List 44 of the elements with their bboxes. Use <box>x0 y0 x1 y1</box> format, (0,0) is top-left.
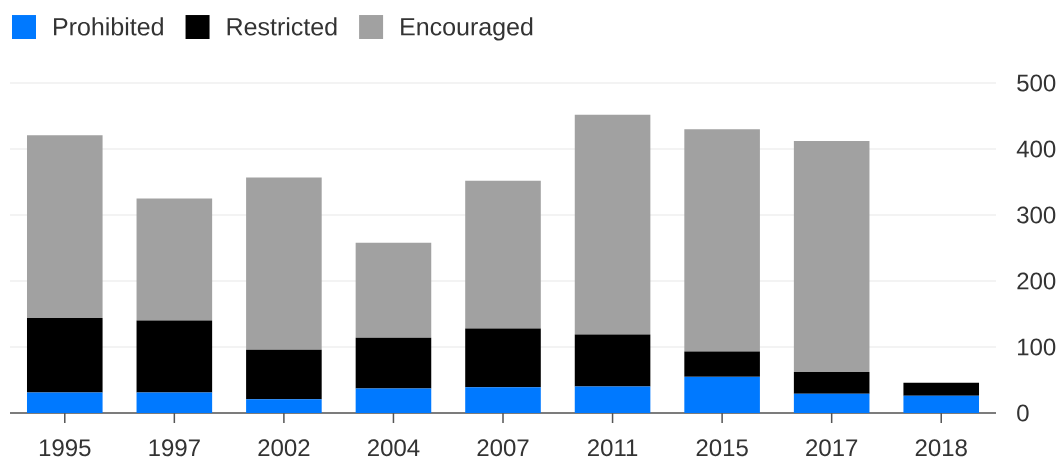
y-tick-label: 400 <box>1016 140 1056 158</box>
x-tick-label: 1997 <box>149 439 200 457</box>
x-tick-label: 2017 <box>806 439 858 457</box>
bar <box>26 392 103 413</box>
bar <box>574 334 651 387</box>
bar <box>903 395 980 413</box>
bar <box>246 349 322 400</box>
x-tick-label: 2011 <box>587 439 638 457</box>
y-tick-label: 100 <box>1018 338 1056 356</box>
bar <box>246 399 322 413</box>
bar <box>574 386 651 413</box>
bar <box>355 242 432 338</box>
bar <box>26 317 103 393</box>
y-tick-label: 500 <box>1017 74 1056 92</box>
legend-label: Encouraged <box>401 17 533 41</box>
x-tick-label: 2004 <box>367 439 420 457</box>
x-tick-label: 2007 <box>477 439 529 457</box>
bar <box>136 320 213 393</box>
bar <box>684 351 760 377</box>
x-tick-label: 2018 <box>915 439 967 457</box>
bar <box>136 198 213 321</box>
x-tick-label: 2002 <box>258 439 310 457</box>
bar <box>684 376 760 413</box>
bar <box>465 328 541 388</box>
bar <box>793 393 870 413</box>
bar <box>684 129 760 352</box>
bar <box>26 135 103 318</box>
bar <box>355 388 432 413</box>
bar <box>903 382 980 396</box>
x-tick-label: 2015 <box>696 439 748 457</box>
y-tick-label: 200 <box>1017 272 1056 290</box>
x-tick-label: 1995 <box>39 439 91 457</box>
bar <box>793 372 870 394</box>
legend-label: Restricted <box>227 17 337 36</box>
bar <box>355 337 432 389</box>
bar <box>465 180 541 329</box>
bar <box>246 177 322 350</box>
bar <box>465 387 541 413</box>
bar <box>574 114 651 335</box>
y-tick-label: 0 <box>1017 404 1029 422</box>
bar <box>136 392 213 413</box>
y-tick-label: 300 <box>1017 206 1056 224</box>
bar <box>793 141 870 373</box>
legend-label: Prohibited <box>54 17 163 36</box>
